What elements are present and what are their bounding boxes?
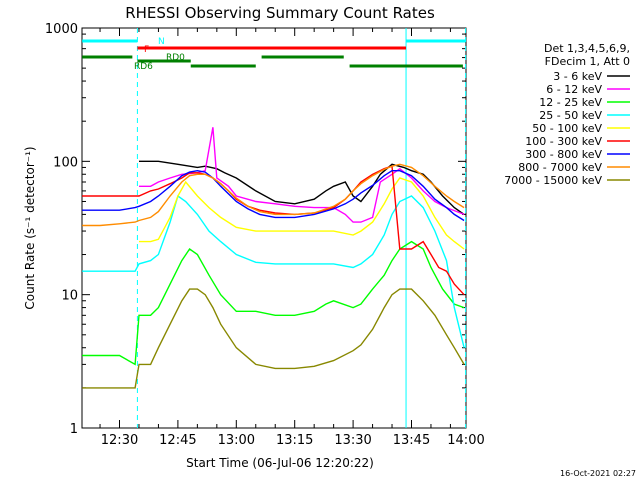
series-line bbox=[82, 240, 465, 366]
series-line bbox=[82, 194, 465, 348]
status-bar-label: RD0 bbox=[166, 53, 185, 63]
series-line bbox=[82, 169, 465, 222]
status-bar-label: RD6 bbox=[134, 62, 153, 72]
status-bar-label: F bbox=[144, 45, 149, 55]
legend-entry-label: 12 - 25 keV bbox=[539, 96, 602, 109]
x-tick-label: 14:00 bbox=[447, 433, 484, 448]
series-line bbox=[82, 288, 465, 389]
series-line bbox=[82, 163, 465, 227]
x-tick-label: 13:30 bbox=[334, 433, 371, 448]
y-tick-label: 100 bbox=[53, 155, 78, 170]
legend-entry-label: 3 - 6 keV bbox=[553, 70, 602, 83]
y-axis-label: Count Rate (s⁻¹ detector⁻¹) bbox=[23, 146, 37, 309]
legend-entry-label: 50 - 100 keV bbox=[532, 122, 602, 135]
plot-area: 12:30 12:45 13:00 13:15 13:30 13:45 14:00 1 10 10… bbox=[45, 22, 485, 448]
x-tick-label: 12:30 bbox=[101, 433, 138, 448]
x-tick-label: 13:15 bbox=[276, 433, 313, 448]
legend-entry-label: 7000 - 15000 keV bbox=[504, 174, 602, 187]
status-bar-label: N bbox=[158, 37, 165, 47]
legend: Det 1,3,4,5,6,9,FDecim 1, Att 0 3 - 6 keV… bbox=[504, 42, 630, 187]
legend-entry-label: 6 - 12 keV bbox=[546, 83, 602, 96]
x-tick-label: 13:45 bbox=[393, 433, 430, 448]
x-tick-label: 12:45 bbox=[159, 433, 196, 448]
y-tick-label: 1000 bbox=[45, 22, 78, 37]
legend-entry-label: 100 - 300 keV bbox=[525, 135, 602, 148]
legend-header: Det 1,3,4,5,6,9, bbox=[544, 42, 630, 55]
y-tick-label: 1 bbox=[70, 422, 78, 437]
footer-date: 16-Oct-2021 02:27 bbox=[560, 469, 636, 478]
legend-entry-label: 25 - 50 keV bbox=[539, 109, 602, 122]
legend-header: FDecim 1, Att 0 bbox=[545, 55, 630, 68]
chart-title: RHESSI Observing Summary Count Rates bbox=[125, 4, 435, 22]
legend-entry-label: 800 - 7000 keV bbox=[518, 161, 602, 174]
y-tick-label: 10 bbox=[61, 289, 78, 304]
x-axis-label: Start Time (06-Jul-06 12:20:22) bbox=[186, 456, 374, 470]
series-line bbox=[82, 165, 465, 296]
series-line bbox=[139, 177, 465, 250]
legend-entry-label: 300 - 800 keV bbox=[525, 148, 602, 161]
x-tick-label: 13:00 bbox=[218, 433, 255, 448]
